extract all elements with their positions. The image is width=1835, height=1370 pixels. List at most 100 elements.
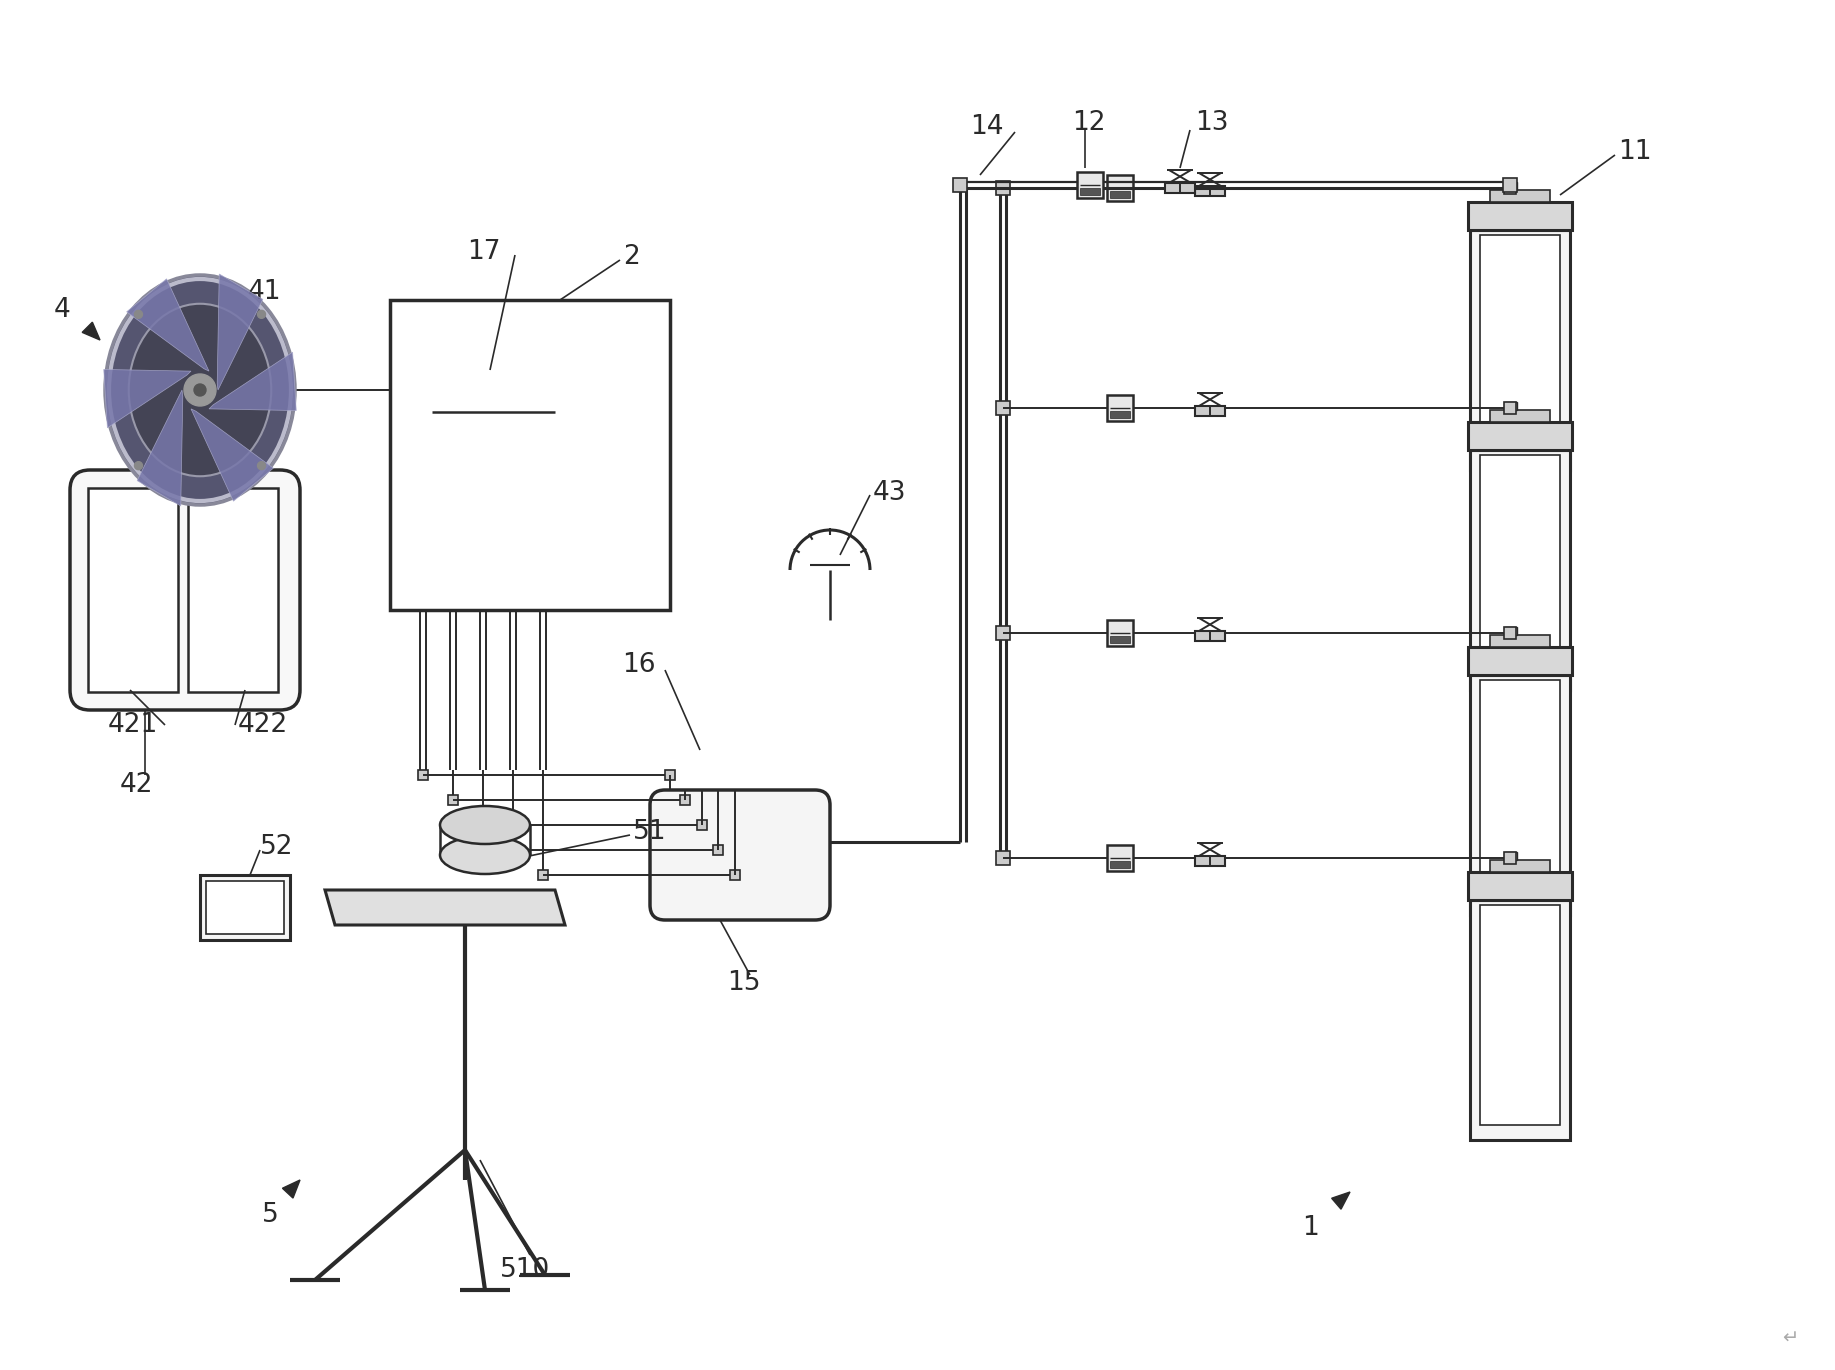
Bar <box>664 770 675 780</box>
Bar <box>200 875 290 940</box>
Text: 13: 13 <box>1195 110 1228 136</box>
Bar <box>996 626 1009 640</box>
Bar <box>1195 406 1226 416</box>
Bar <box>1110 636 1130 643</box>
Circle shape <box>134 462 143 470</box>
Text: 14: 14 <box>971 114 1004 140</box>
Bar <box>448 795 459 806</box>
Bar <box>88 488 178 692</box>
Ellipse shape <box>128 304 272 477</box>
Bar <box>1107 395 1132 421</box>
FancyBboxPatch shape <box>70 470 299 710</box>
Polygon shape <box>1332 1192 1351 1210</box>
Bar <box>1505 182 1516 195</box>
Bar <box>714 845 723 855</box>
Bar <box>1081 188 1099 195</box>
Bar <box>508 845 517 855</box>
Bar <box>538 870 549 880</box>
Bar <box>391 300 670 610</box>
Text: 1: 1 <box>1301 1215 1318 1241</box>
Bar <box>1195 186 1226 196</box>
Bar <box>1490 410 1551 422</box>
Circle shape <box>184 374 217 406</box>
Polygon shape <box>283 1180 299 1199</box>
Bar <box>1490 190 1551 201</box>
Bar <box>1110 411 1130 418</box>
Polygon shape <box>138 390 184 506</box>
Bar <box>1505 627 1516 638</box>
Bar <box>1468 647 1573 675</box>
Text: 2: 2 <box>624 244 640 270</box>
Bar <box>697 821 706 830</box>
Bar <box>996 851 1009 864</box>
Text: 52: 52 <box>261 834 294 860</box>
Circle shape <box>257 462 266 470</box>
Bar <box>681 795 690 806</box>
Text: 510: 510 <box>499 1258 550 1282</box>
Text: 43: 43 <box>873 479 906 506</box>
Bar <box>187 488 277 692</box>
Bar <box>1107 845 1132 871</box>
Text: 41: 41 <box>248 279 281 306</box>
Polygon shape <box>325 890 565 925</box>
Bar <box>1505 852 1518 860</box>
Bar <box>1110 190 1130 199</box>
Text: 11: 11 <box>1618 138 1652 164</box>
Circle shape <box>257 311 266 318</box>
Bar <box>1503 178 1518 192</box>
Text: 15: 15 <box>727 970 760 996</box>
Text: 421: 421 <box>108 712 158 738</box>
Text: 42: 42 <box>119 773 154 797</box>
Bar <box>1481 906 1560 1125</box>
Bar <box>1470 675 1571 915</box>
Bar <box>1505 627 1518 636</box>
Bar <box>1505 401 1518 410</box>
Bar <box>1481 236 1560 455</box>
Bar <box>418 770 428 780</box>
Text: 12: 12 <box>1072 110 1105 136</box>
Bar <box>1505 852 1516 864</box>
Bar <box>1468 201 1573 230</box>
Ellipse shape <box>440 836 530 874</box>
Polygon shape <box>105 370 191 427</box>
Bar <box>952 178 967 192</box>
Bar <box>1470 230 1571 470</box>
Bar <box>477 821 488 830</box>
Polygon shape <box>209 352 295 411</box>
Bar <box>1490 636 1551 647</box>
Bar <box>996 401 1009 415</box>
Polygon shape <box>83 322 99 340</box>
Bar <box>1490 860 1551 871</box>
Circle shape <box>195 384 206 396</box>
Bar <box>1481 680 1560 900</box>
Text: 4: 4 <box>53 297 70 323</box>
Bar <box>996 181 1009 195</box>
Bar <box>1468 871 1573 900</box>
Bar <box>1470 900 1571 1140</box>
Bar <box>1195 856 1226 866</box>
Bar <box>1470 449 1571 690</box>
Text: ↵: ↵ <box>1782 1329 1798 1348</box>
Bar <box>206 881 284 934</box>
Bar <box>1505 182 1518 190</box>
Bar <box>730 870 740 880</box>
Bar <box>1505 401 1516 414</box>
Ellipse shape <box>440 806 530 844</box>
Ellipse shape <box>105 275 295 506</box>
FancyBboxPatch shape <box>650 790 829 921</box>
Bar <box>1077 173 1103 199</box>
Text: 422: 422 <box>239 712 288 738</box>
Polygon shape <box>127 279 209 371</box>
Circle shape <box>134 311 143 318</box>
Bar <box>1107 621 1132 647</box>
Polygon shape <box>217 274 262 390</box>
Bar <box>1107 175 1132 201</box>
Bar <box>1468 422 1573 449</box>
Text: 17: 17 <box>466 238 501 264</box>
Polygon shape <box>191 408 273 501</box>
Bar <box>1165 184 1195 193</box>
Text: 51: 51 <box>633 819 666 845</box>
Bar <box>1481 455 1560 675</box>
Text: 16: 16 <box>622 652 655 678</box>
Bar <box>1110 860 1130 869</box>
